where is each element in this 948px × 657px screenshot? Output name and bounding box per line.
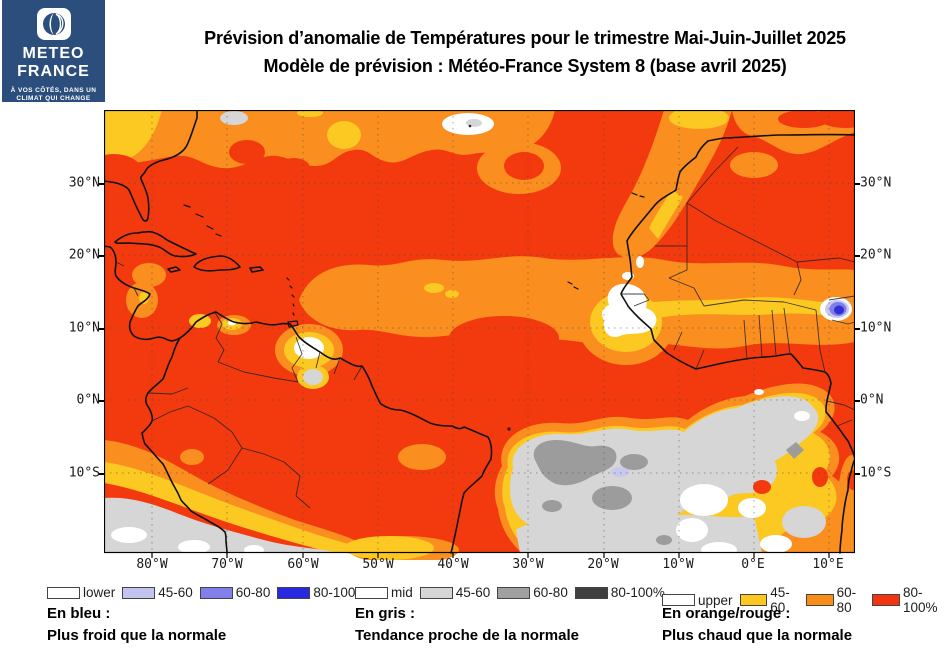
legend-item-orange: upper [662, 593, 733, 608]
legend-caption-blue: En bleu : Plus froid que la normale [47, 603, 226, 646]
legend-item-blue: 80-100% [277, 585, 367, 600]
caption-line-1: En gris : [355, 605, 416, 622]
lat-label-right-0°N: 0°N [860, 392, 884, 408]
caption-line-2: Plus froid que la normale [47, 626, 227, 644]
lat-label-right-10°S: 10°S [860, 465, 892, 481]
legend-item-blue: lower [47, 585, 115, 600]
dark-gray-blobs [533, 440, 804, 545]
legend-swatch-orange [739, 594, 768, 606]
page-title: Prévision d’anomalie de Températures pou… [110, 24, 940, 80]
legend-item-orange: 60-80 [805, 585, 865, 615]
lon-label-10°W: 10°W [662, 557, 694, 572]
legend-item-orange: 45-60 [739, 585, 799, 615]
lon-label-50°W: 50°W [362, 557, 394, 572]
white-patches [111, 113, 852, 558]
legend-swatch-orange [662, 594, 695, 606]
lat-label-left-30°N: 30°N [68, 175, 100, 191]
gray-regions [104, 111, 826, 553]
caption-line-2: Plus chaud que la normale [662, 626, 853, 644]
legend-orange: upper 45-60 60-80 80-100% [662, 585, 948, 615]
legend-swatch-label: upper [698, 592, 733, 608]
caption-line-1: En bleu : [47, 605, 111, 622]
caption-line-1: En orange/rouge : [662, 605, 791, 622]
coastlines [104, 110, 855, 554]
legend-swatch-gray [497, 586, 531, 599]
lat-label-right-30°N: 30°N [860, 175, 892, 191]
legend-swatch-blue [277, 586, 311, 599]
lat-label-right-20°N: 20°N [860, 247, 892, 263]
axis-ticks [151, 553, 830, 558]
legend-item-orange: 80-100% [872, 585, 948, 615]
title-line-2: Modèle de prévision : Météo-France Syste… [263, 56, 787, 76]
legend-swatch-label: 60-80 [235, 585, 271, 600]
lat-tick [99, 255, 104, 257]
legend-swatch-label: 45-60 [158, 585, 193, 600]
legend-swatch-gray [419, 586, 453, 599]
legend-swatch-blue [199, 586, 233, 599]
legend-item-gray: 60-80 [497, 585, 568, 600]
legend-item-blue: 60-80 [199, 585, 271, 600]
lat-tick [99, 328, 104, 330]
legend-item-gray: mid [355, 585, 413, 600]
meteo-france-logo-icon [36, 7, 72, 41]
legend-swatch-orange [805, 594, 834, 606]
lat-tick [99, 473, 104, 475]
legend-caption-orange: En orange/rouge : Plus chaud que la norma… [662, 603, 852, 646]
lat-tick [99, 400, 104, 402]
country-borders [115, 146, 855, 509]
legend-swatch-label: lower [83, 585, 116, 600]
meteo-france-logo: METEO FRANCE À VOS CÔTÉS, DANS UN CLIMAT… [2, 0, 105, 102]
legend-swatch-label: 80-100% [313, 585, 368, 600]
legend-swatch-label: 45-60 [770, 585, 790, 615]
legend-swatch-label: 60-80 [836, 585, 857, 615]
legend-swatch-label: 80-100% [610, 585, 665, 600]
legend-swatch-label: 45-60 [455, 585, 491, 600]
lat-tick [855, 183, 860, 185]
legend-swatch-blue [47, 586, 80, 599]
logo-brand-text: METEO FRANCE [17, 45, 90, 80]
legend-swatch-blue [122, 586, 156, 599]
lat-label-left-20°N: 20°N [68, 247, 100, 263]
lon-label-0°E: 0°E [741, 557, 765, 572]
caption-line-2: Tendance proche de la normale [355, 626, 579, 644]
lon-label-40°W: 40°W [437, 557, 469, 572]
title-line-1: Prévision d’anomalie de Températures pou… [204, 28, 846, 48]
legend-item-gray: 80-100% [574, 585, 665, 600]
legend-swatch-gray [574, 586, 608, 599]
lat-tick [855, 255, 860, 257]
lat-label-right-10°N: 10°N [860, 320, 892, 336]
logo-tagline: À VOS CÔTÉS, DANS UN CLIMAT QUI CHANGE [10, 87, 97, 102]
legend-swatch-label: 60-80 [533, 585, 568, 600]
lon-label-10°E: 10°E [812, 557, 844, 572]
lon-label-30°W: 30°W [512, 557, 544, 572]
legend-blue: lower 45-60 60-80 80-100% [47, 585, 367, 600]
lon-label-20°W: 20°W [587, 557, 619, 572]
lat-tick [855, 400, 860, 402]
legend-swatch-gray [355, 586, 388, 599]
lat-label-left-10°N: 10°N [68, 320, 100, 336]
lon-label-60°W: 60°W [287, 557, 319, 572]
lon-label-70°W: 70°W [211, 557, 243, 572]
lat-tick [855, 328, 860, 330]
blue-anomaly-spot [611, 300, 849, 477]
map-frame [104, 110, 855, 554]
legend-swatch-label: mid [391, 585, 413, 600]
lat-tick [99, 183, 104, 185]
lat-label-left-10°S: 10°S [68, 465, 100, 481]
legend-item-gray: 45-60 [419, 585, 491, 600]
lon-label-80°W: 80°W [136, 557, 168, 572]
legend-swatch-orange [872, 594, 901, 606]
legend-swatch-label: 80-100% [903, 585, 938, 615]
lat-label-left-0°N: 0°N [76, 392, 100, 408]
legend-gray: mid 45-60 60-80 80-100% [355, 585, 665, 600]
legend-caption-gray: En gris : Tendance proche de la normale [355, 603, 579, 646]
red-accents [104, 110, 855, 494]
forecast-map [104, 110, 855, 560]
legend-item-blue: 45-60 [122, 585, 193, 600]
lat-tick [855, 473, 860, 475]
